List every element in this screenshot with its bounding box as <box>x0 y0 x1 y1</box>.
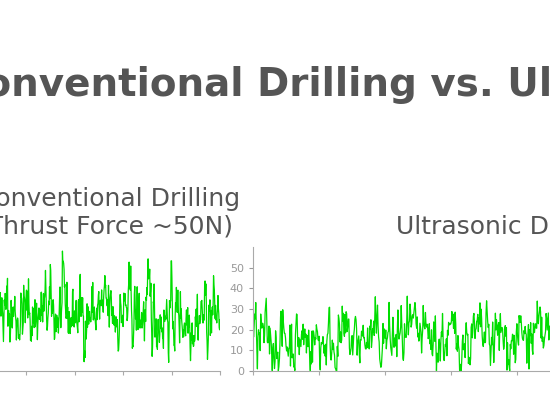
Text: Conventional Drilling vs. Ultrasonic Drilling: Conventional Drilling vs. Ultrasonic Dri… <box>0 66 550 104</box>
Text: Ultrasonic Drilling: Ultrasonic Drilling <box>396 215 550 239</box>
Text: Conventional Drilling
(Thrust Force ~50N): Conventional Drilling (Thrust Force ~50N… <box>0 187 240 239</box>
